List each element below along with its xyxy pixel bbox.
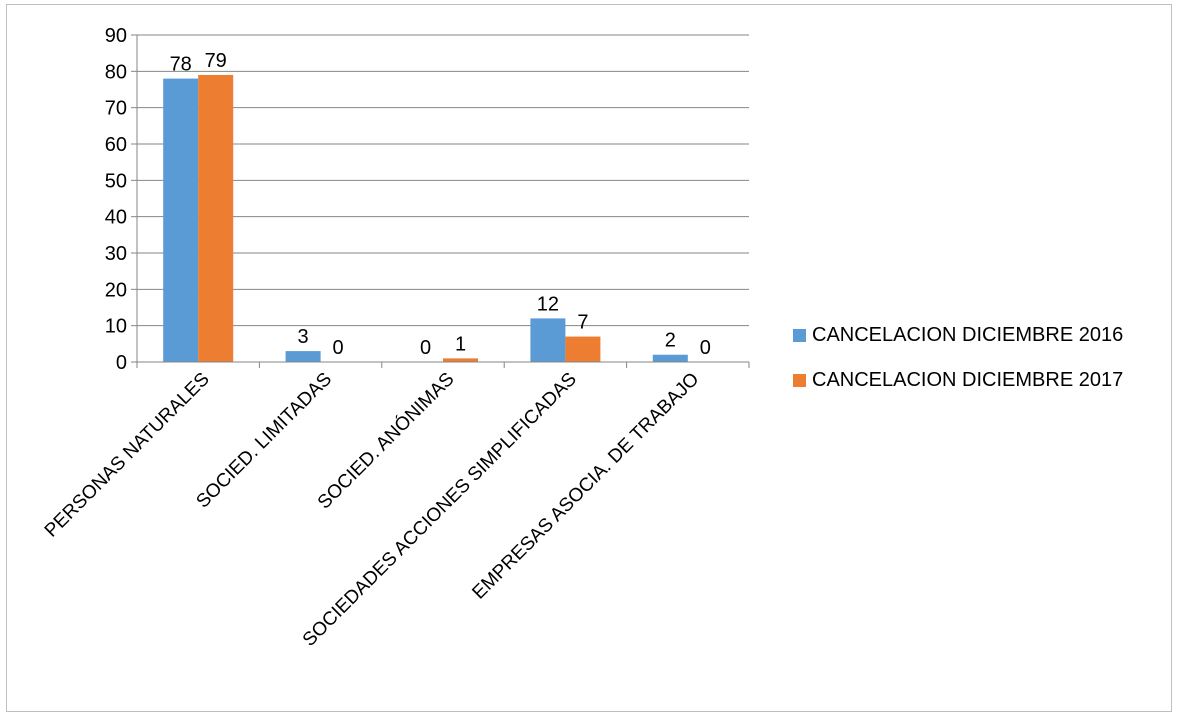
data-label: 79 <box>205 50 227 72</box>
bar <box>198 74 234 362</box>
bar <box>443 358 478 362</box>
x-tick-label: PERSONAS NATURALES <box>41 369 214 542</box>
bar <box>163 78 199 362</box>
x-tick-label: EMPRESAS ASOCIA. DE TRABAJO <box>468 369 703 604</box>
data-label: 7 <box>577 312 588 334</box>
y-tick-label: 30 <box>105 243 127 265</box>
y-tick-label: 40 <box>105 207 127 229</box>
gridlines <box>137 34 749 327</box>
data-label: 3 <box>298 326 309 348</box>
x-tick-label: SOCIED. ANÓNIMAS <box>313 368 458 513</box>
y-tick-label: 50 <box>105 170 127 192</box>
data-label: 12 <box>537 293 559 315</box>
y-tick-label: 60 <box>105 134 127 156</box>
y-tick-label: 0 <box>116 352 127 374</box>
y-tick-label: 10 <box>105 316 127 338</box>
data-label: 0 <box>700 337 711 359</box>
y-tick-label: 80 <box>105 61 127 83</box>
legend-label: CANCELACION DICIEMBRE 2016 <box>812 324 1123 346</box>
legend-swatch <box>793 329 806 342</box>
data-label: 0 <box>333 337 344 359</box>
bar <box>652 354 688 362</box>
bar <box>285 351 321 362</box>
bar <box>530 318 566 362</box>
data-label: 2 <box>665 330 676 352</box>
y-tick-label: 70 <box>105 98 127 120</box>
legend-swatch <box>793 374 806 387</box>
data-labels: 78 79 3 0 0 1 12 7 2 0 <box>170 50 711 359</box>
x-tick-label: SOCIEDADES ACCIONES SIMPLIFICADAS <box>299 369 581 651</box>
y-tick-label: 20 <box>105 279 127 301</box>
bar <box>565 336 601 362</box>
data-label: 1 <box>455 333 466 355</box>
x-tick-label: SOCIED. LIMITADAS <box>192 369 336 513</box>
legend: CANCELACION DICIEMBRE 2016 CANCELACION DI… <box>793 324 1123 391</box>
data-label: 0 <box>420 337 431 359</box>
chart-frame: 0 10 20 30 40 50 60 70 80 90 PERSONAS NATURALES SOC… <box>6 4 1172 712</box>
legend-label: CANCELACION DICIEMBRE 2017 <box>812 369 1123 391</box>
data-label: 78 <box>170 54 192 76</box>
bars <box>163 74 688 362</box>
y-tick-label: 90 <box>105 25 127 47</box>
